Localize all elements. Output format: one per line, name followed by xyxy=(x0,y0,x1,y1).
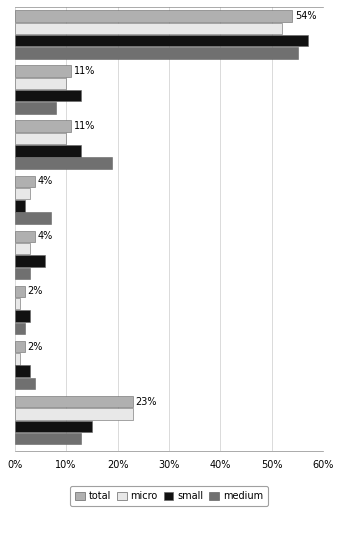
Bar xyxy=(15,145,81,157)
Text: 2%: 2% xyxy=(27,342,43,351)
Bar xyxy=(15,310,30,322)
Text: 54%: 54% xyxy=(295,11,316,21)
Text: 4%: 4% xyxy=(38,176,53,186)
Bar xyxy=(15,408,133,419)
Bar xyxy=(15,323,25,334)
Bar xyxy=(15,213,50,224)
Bar xyxy=(15,353,20,364)
Bar xyxy=(15,47,298,59)
Bar xyxy=(15,90,81,102)
Text: 11%: 11% xyxy=(74,121,95,131)
Legend: total, micro, small, medium: total, micro, small, medium xyxy=(70,486,268,506)
Bar xyxy=(15,378,35,389)
Bar xyxy=(15,268,30,279)
Bar xyxy=(15,78,66,89)
Bar xyxy=(15,35,308,46)
Bar xyxy=(15,200,25,212)
Bar xyxy=(15,102,56,114)
Bar xyxy=(15,120,71,132)
Bar xyxy=(15,10,293,22)
Text: 23%: 23% xyxy=(135,397,157,406)
Text: 11%: 11% xyxy=(74,66,95,76)
Bar xyxy=(15,341,25,352)
Bar xyxy=(15,23,282,34)
Bar xyxy=(15,157,112,169)
Bar xyxy=(15,396,133,407)
Bar xyxy=(15,366,30,377)
Bar xyxy=(15,231,35,242)
Bar xyxy=(15,188,30,199)
Bar xyxy=(15,65,71,77)
Bar xyxy=(15,133,66,144)
Bar xyxy=(15,433,81,444)
Bar xyxy=(15,286,25,297)
Bar xyxy=(15,176,35,187)
Text: 2%: 2% xyxy=(27,287,43,296)
Bar xyxy=(15,421,92,432)
Text: 4%: 4% xyxy=(38,231,53,242)
Bar xyxy=(15,255,45,267)
Bar xyxy=(15,298,20,310)
Bar xyxy=(15,243,30,255)
